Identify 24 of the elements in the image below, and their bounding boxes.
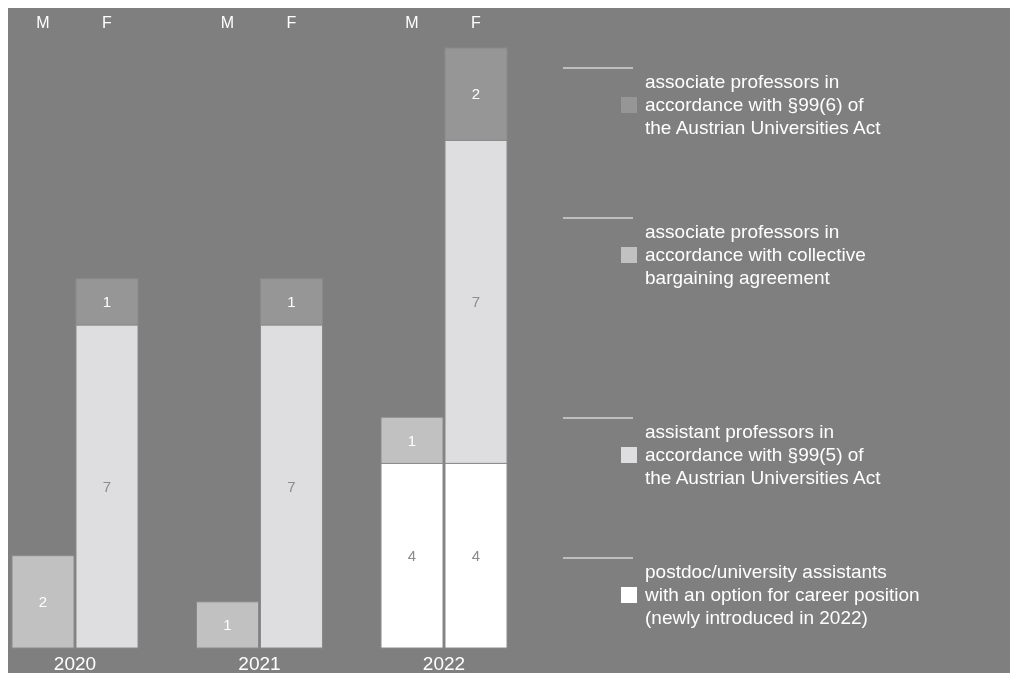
legend-label: associate professors in accordance with collective bargaining agreement [645,221,866,288]
x-tick-label: F [286,14,297,31]
data-label: 7 [471,293,481,311]
data-label: 2 [471,85,481,103]
data-label: 4 [471,546,481,564]
data-label: 1 [287,293,296,311]
data-label: 1 [102,293,112,311]
data-label: 1 [223,616,232,634]
legend-label: postdoc/university assistants with an option for career position (newly introduced in 2022) [644,561,920,628]
data-label: 7 [287,477,296,495]
data-label: 4 [407,546,417,564]
legend-label: assistant professors in accordance with §99(5) of the Austrian Universities Act [645,421,882,488]
x-tick-label: F [471,14,482,31]
text: 2021 [238,653,281,674]
x-tick-label: F [102,14,113,31]
data-label: 7 [102,477,112,495]
data-label: 1 [407,431,417,449]
data-label: 2 [38,593,48,611]
legend-label: associate professors in accordance with §99(6) of the Austrian Universities Act [645,71,882,138]
text: 2022 [422,653,466,674]
text: 2020 [53,653,97,674]
x-tick-label: M [220,14,235,31]
x-tick-label: M [405,14,419,31]
x-tick-label: M [36,14,50,31]
